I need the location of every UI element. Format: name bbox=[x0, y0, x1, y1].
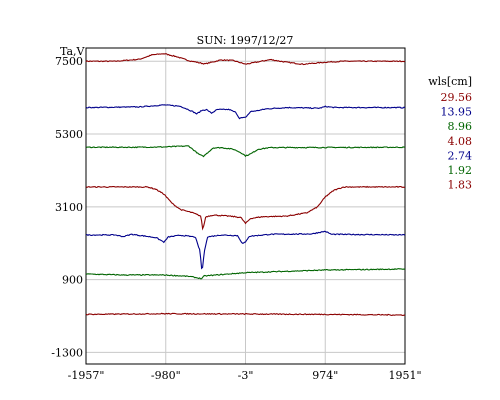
x-tick-label: 974" bbox=[312, 369, 338, 382]
series-line-2-74 bbox=[85, 230, 406, 270]
legend-entry: 8.96 bbox=[448, 120, 473, 133]
series-line-29-56 bbox=[85, 53, 406, 66]
y-tick-label: 900 bbox=[62, 274, 83, 287]
x-tick-label: -980" bbox=[151, 369, 181, 382]
legend-entry: 1.83 bbox=[448, 179, 473, 192]
legend-entry: 29.56 bbox=[441, 91, 473, 104]
y-tick-label: -1300 bbox=[51, 346, 83, 359]
series-line-1-92 bbox=[85, 268, 406, 280]
legend-entry: 2.74 bbox=[448, 149, 473, 162]
series-line-13-95 bbox=[85, 104, 406, 120]
series-layer bbox=[85, 53, 406, 316]
legend-entry: 4.08 bbox=[448, 135, 473, 148]
x-tick-label: -1957" bbox=[68, 369, 105, 382]
x-tick-labels: -1957" -980" -3" 974" 1951" bbox=[68, 369, 422, 382]
legend-entry: 13.95 bbox=[441, 106, 473, 119]
chart-title: SUN: 1997/12/27 bbox=[197, 34, 294, 47]
series-line-4-08 bbox=[85, 185, 406, 231]
plot-frame bbox=[85, 47, 406, 365]
x-tick-label: 1951" bbox=[388, 369, 421, 382]
series-line-8-96 bbox=[85, 145, 405, 158]
y-tick-label: 3100 bbox=[55, 201, 83, 214]
series-line-1-83 bbox=[85, 312, 406, 316]
y-tick-label: 7500 bbox=[55, 55, 83, 68]
legend-title: wls[cm] bbox=[428, 75, 472, 88]
legend-entry: 1.92 bbox=[448, 164, 473, 177]
y-tick-labels: 7500 5300 3100 900 -1300 bbox=[51, 55, 83, 359]
grid bbox=[85, 48, 406, 364]
legend: 29.56 13.958.96 4.082.74 1.92 1.83 bbox=[441, 91, 473, 192]
y-tick-label: 5300 bbox=[55, 128, 83, 141]
y-axis-label: Ta,V bbox=[60, 45, 86, 58]
x-tick-label: -3" bbox=[238, 369, 254, 382]
